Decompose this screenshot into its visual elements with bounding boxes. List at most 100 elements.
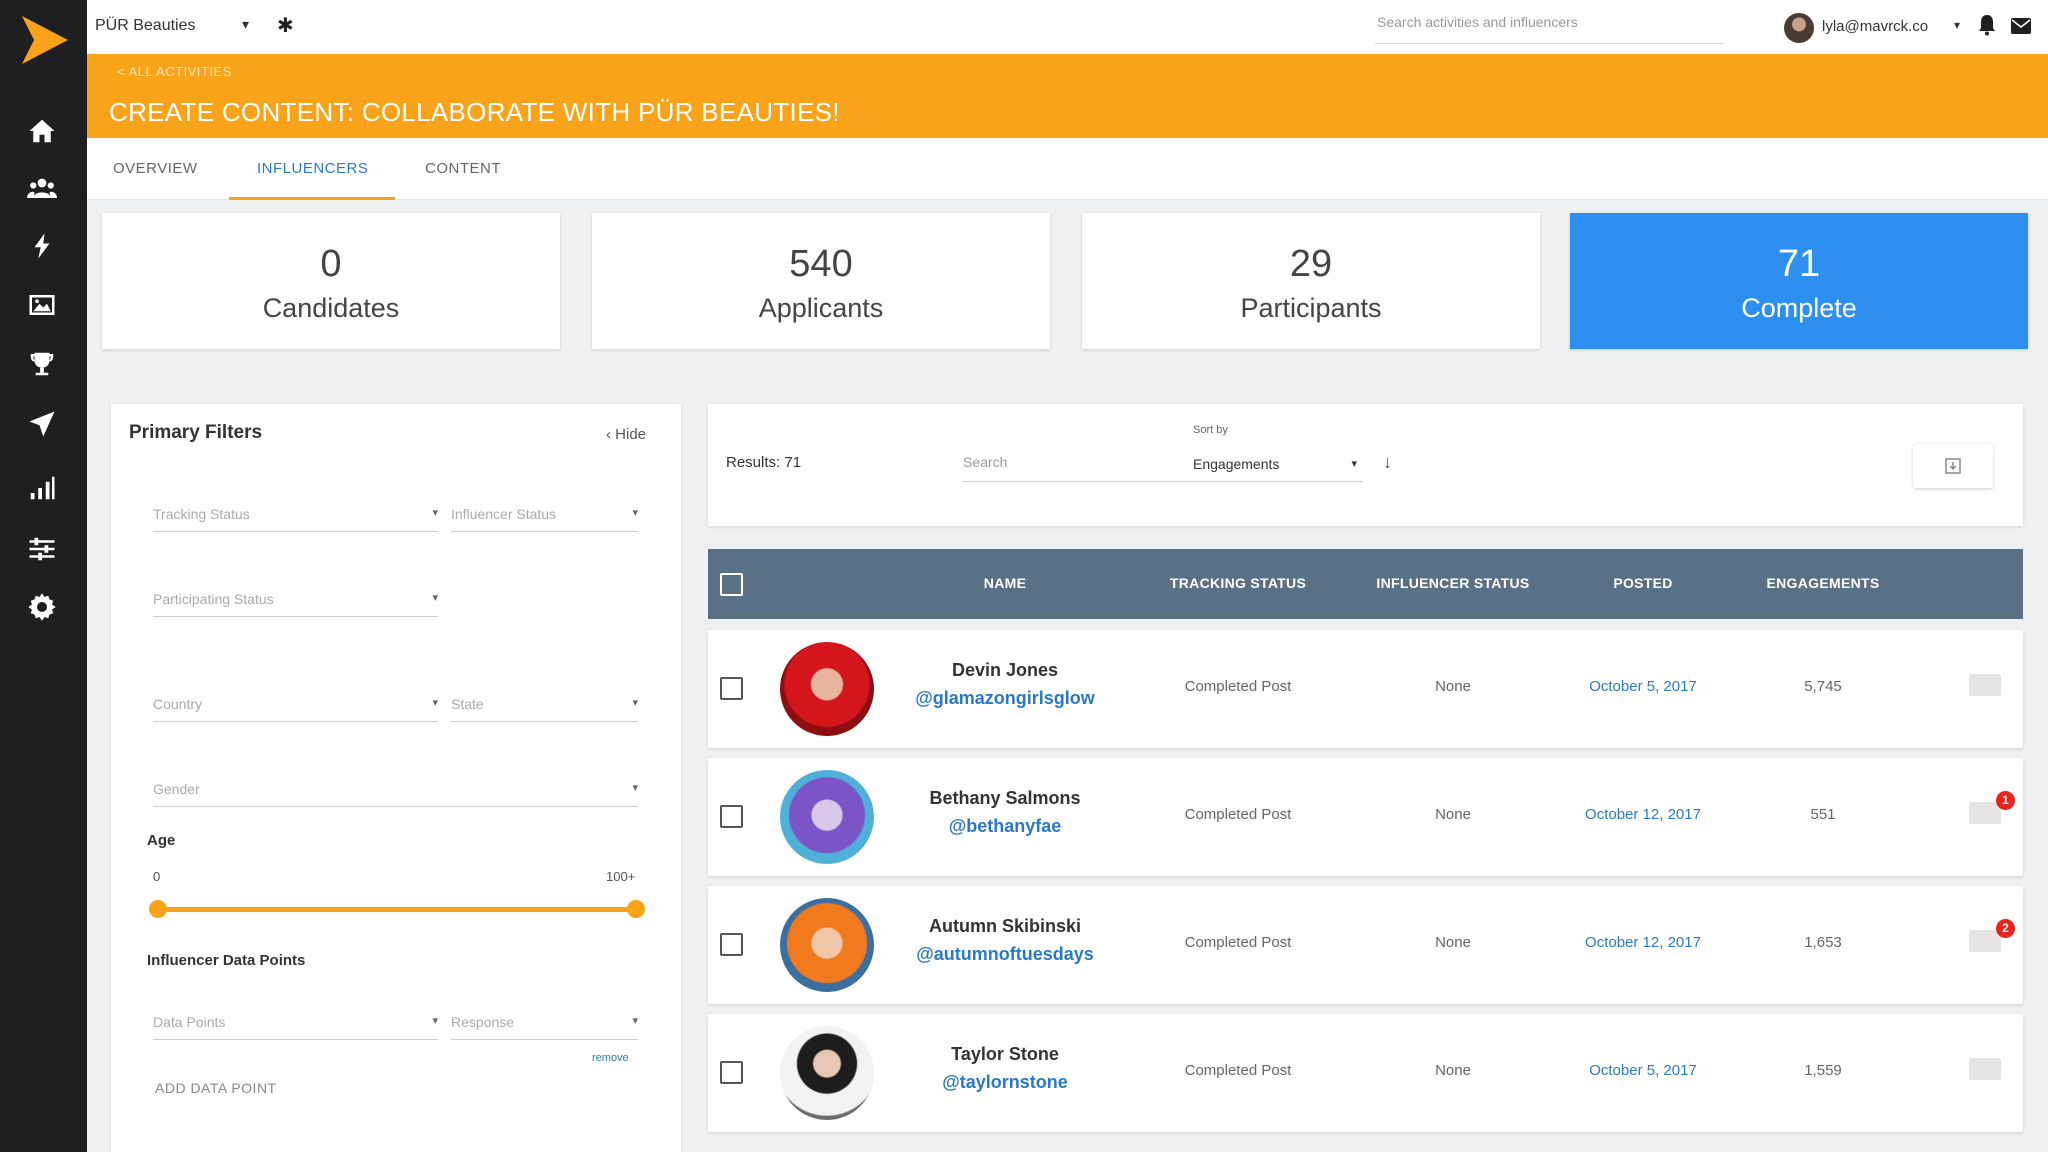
people-icon[interactable] bbox=[24, 170, 60, 206]
gear-icon[interactable] bbox=[24, 589, 60, 625]
mail-icon[interactable] bbox=[2010, 17, 2032, 35]
select-all-checkbox[interactable] bbox=[720, 573, 743, 596]
row-checkbox[interactable] bbox=[720, 805, 743, 828]
data-points-label: Influencer Data Points bbox=[147, 952, 306, 969]
avatar[interactable] bbox=[780, 898, 874, 992]
message-icon[interactable] bbox=[1969, 1058, 2001, 1080]
user-email[interactable]: lyla@mavrck.co bbox=[1822, 18, 1929, 35]
stat-card-candidates[interactable]: 0 Candidates bbox=[102, 213, 560, 349]
influencer-name: Devin Jones bbox=[951, 660, 1059, 680]
table-row[interactable]: Taylor Stone @taylornstone Completed Pos… bbox=[708, 1014, 2023, 1132]
page-title: CREATE CONTENT: COLLABORATE WITH PÜR BEA… bbox=[109, 97, 840, 127]
influencer-status-select[interactable]: Influencer Status ▾ bbox=[451, 500, 638, 532]
chevron-down-icon: ▾ bbox=[632, 507, 638, 519]
participating-status-select[interactable]: Participating Status ▾ bbox=[153, 585, 438, 617]
table-row[interactable]: Autumn Skibinski @autumnoftuesdays Compl… bbox=[708, 886, 2023, 1004]
influencer-status-cell: None bbox=[1435, 806, 1471, 823]
sort-by-label: Sort by bbox=[1193, 424, 1228, 436]
influencer-handle-link[interactable]: @autumnoftuesdays bbox=[916, 944, 1094, 964]
stat-label: Complete bbox=[1741, 293, 1857, 323]
trophy-icon[interactable] bbox=[24, 346, 60, 382]
influencer-handle-link[interactable]: @taylornstone bbox=[942, 1072, 1068, 1092]
avatar[interactable] bbox=[780, 1026, 874, 1120]
brand-dropdown-icon[interactable]: ▾ bbox=[242, 16, 250, 32]
tab-bar: OVERVIEW INFLUENCERS CONTENT bbox=[87, 138, 2048, 200]
influencer-handle-link[interactable]: @bethanyfae bbox=[948, 816, 1062, 836]
tracking-status-cell: Completed Post bbox=[1184, 806, 1292, 823]
stat-card-participants[interactable]: 29 Participants bbox=[1082, 213, 1540, 349]
image-icon[interactable] bbox=[24, 287, 60, 323]
table-row[interactable]: Bethany Salmons @bethanyfae Completed Po… bbox=[708, 758, 2023, 876]
bar-chart-icon[interactable] bbox=[24, 470, 60, 506]
results-search-input[interactable]: Search bbox=[963, 442, 1193, 482]
stat-card-complete[interactable]: 71 Complete bbox=[1570, 213, 2028, 349]
tab-overview[interactable]: OVERVIEW bbox=[113, 160, 198, 177]
results-count: Results: 71 bbox=[726, 454, 802, 471]
home-icon[interactable] bbox=[24, 113, 60, 149]
filters-title: Primary Filters bbox=[129, 422, 263, 443]
influencer-handle-link[interactable]: @glamazongirlsglow bbox=[915, 688, 1095, 708]
top-bar: PÜR Beauties ▾ ✱ Search activities and i… bbox=[87, 0, 2048, 54]
response-select[interactable]: Response ▾ bbox=[451, 1008, 638, 1040]
tab-content[interactable]: CONTENT bbox=[425, 160, 501, 177]
column-header-influencer-status[interactable]: INFLUENCER STATUS bbox=[1376, 575, 1530, 591]
message-icon[interactable] bbox=[1969, 930, 2001, 952]
user-avatar[interactable] bbox=[1784, 13, 1814, 43]
table-header: NAME TRACKING STATUS INFLUENCER STATUS P… bbox=[708, 549, 2023, 619]
posted-date-link[interactable]: October 12, 2017 bbox=[1585, 806, 1701, 823]
row-checkbox[interactable] bbox=[720, 933, 743, 956]
posted-date-link[interactable]: October 5, 2017 bbox=[1589, 678, 1697, 695]
brand-name[interactable]: PÜR Beauties bbox=[95, 17, 196, 34]
export-button[interactable] bbox=[1913, 444, 1993, 488]
hide-filters-button[interactable]: ‹ Hide bbox=[606, 426, 646, 443]
tab-influencers[interactable]: INFLUENCERS bbox=[257, 160, 369, 177]
row-checkbox[interactable] bbox=[720, 677, 743, 700]
sort-by-value: Engagements bbox=[1193, 456, 1280, 472]
bell-icon[interactable] bbox=[1977, 14, 1997, 36]
primary-filters-panel: Primary Filters ‹ Hide Tracking Status ▾ … bbox=[111, 404, 681, 1152]
remove-data-point-link[interactable]: remove bbox=[592, 1052, 629, 1064]
chevron-left-icon: ‹ bbox=[606, 426, 616, 443]
column-header-tracking-status[interactable]: TRACKING STATUS bbox=[1169, 575, 1307, 591]
influencer-name: Taylor Stone bbox=[951, 1044, 1059, 1064]
brand-settings-icon[interactable]: ✱ bbox=[277, 15, 294, 37]
arrow-down-icon[interactable]: ↓ bbox=[1383, 452, 1392, 472]
gender-select[interactable]: Gender ▾ bbox=[153, 775, 638, 807]
avatar[interactable] bbox=[780, 770, 874, 864]
influencer-name: Autumn Skibinski bbox=[928, 916, 1081, 936]
age-slider-track[interactable] bbox=[158, 907, 638, 912]
stat-card-applicants[interactable]: 540 Applicants bbox=[592, 213, 1050, 349]
global-search-input[interactable]: Search activities and influencers bbox=[1375, 8, 1723, 44]
tracking-status-cell: Completed Post bbox=[1184, 934, 1292, 951]
avatar[interactable] bbox=[780, 642, 874, 736]
table-row[interactable]: Devin Jones @glamazongirlsglow Completed… bbox=[708, 630, 2023, 748]
column-header-engagements[interactable]: ENGAGEMENTS bbox=[1766, 575, 1880, 591]
logo-chevron-icon[interactable] bbox=[20, 14, 70, 66]
age-slider-max-handle[interactable] bbox=[627, 900, 645, 918]
add-data-point-button[interactable]: ADD DATA POINT bbox=[155, 1080, 277, 1096]
sort-by-select[interactable]: Engagements ▾ bbox=[1193, 442, 1363, 482]
posted-date-link[interactable]: October 12, 2017 bbox=[1585, 934, 1701, 951]
stat-label: Candidates bbox=[262, 293, 400, 323]
message-icon[interactable] bbox=[1969, 802, 2001, 824]
tracking-status-cell: Completed Post bbox=[1184, 1062, 1292, 1079]
bolt-icon[interactable] bbox=[24, 228, 60, 264]
row-checkbox[interactable] bbox=[720, 1061, 743, 1084]
column-header-name[interactable]: NAME bbox=[983, 575, 1027, 591]
state-select[interactable]: State ▾ bbox=[451, 690, 638, 722]
country-select[interactable]: Country ▾ bbox=[153, 690, 438, 722]
send-icon[interactable] bbox=[24, 406, 60, 442]
data-points-select[interactable]: Data Points ▾ bbox=[153, 1008, 438, 1040]
column-header-posted[interactable]: POSTED bbox=[1613, 575, 1673, 591]
message-icon[interactable] bbox=[1969, 674, 2001, 696]
tracking-status-select[interactable]: Tracking Status ▾ bbox=[153, 500, 438, 532]
posted-date-link[interactable]: October 5, 2017 bbox=[1589, 1062, 1697, 1079]
age-min-value: 0 bbox=[153, 869, 161, 884]
user-menu-caret-icon[interactable]: ▾ bbox=[1954, 18, 1961, 32]
sliders-icon[interactable] bbox=[24, 531, 60, 567]
age-slider-min-handle[interactable] bbox=[149, 900, 167, 918]
stat-label: Applicants bbox=[758, 293, 884, 323]
breadcrumb-all-activities[interactable]: < ALL ACTIVITIES bbox=[117, 64, 232, 79]
active-tab-indicator bbox=[229, 197, 395, 200]
stat-value: 29 bbox=[1289, 243, 1333, 285]
